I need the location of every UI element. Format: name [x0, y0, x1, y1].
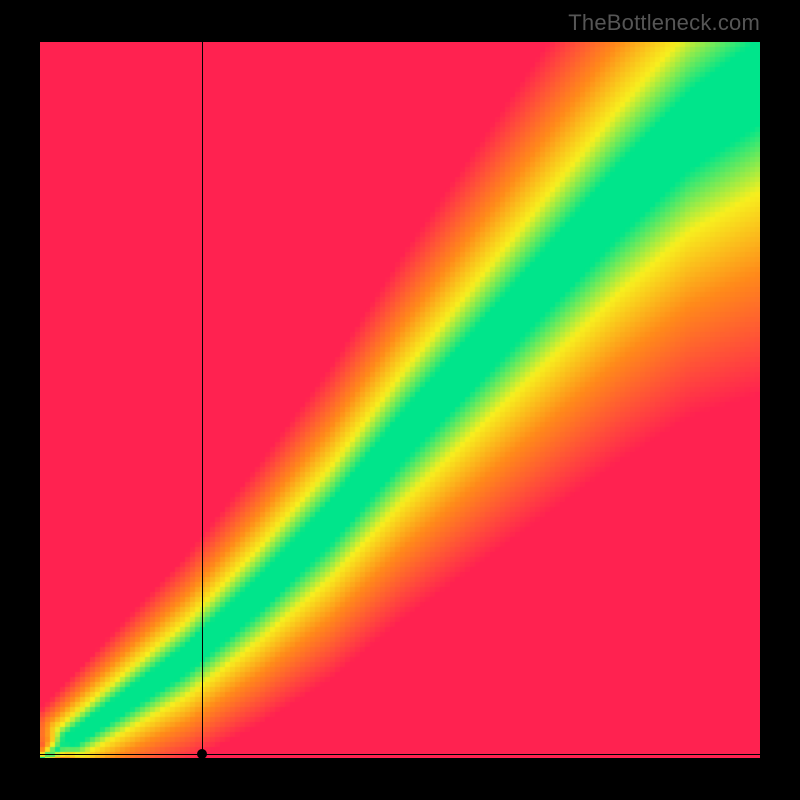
heatmap-canvas	[40, 42, 760, 758]
chart-frame: TheBottleneck.com	[0, 0, 800, 800]
crosshair-horizontal	[40, 754, 760, 755]
crosshair-vertical	[202, 42, 203, 758]
watermark-text: TheBottleneck.com	[568, 10, 760, 36]
crosshair-point	[197, 749, 207, 759]
heatmap-plot	[40, 42, 760, 758]
